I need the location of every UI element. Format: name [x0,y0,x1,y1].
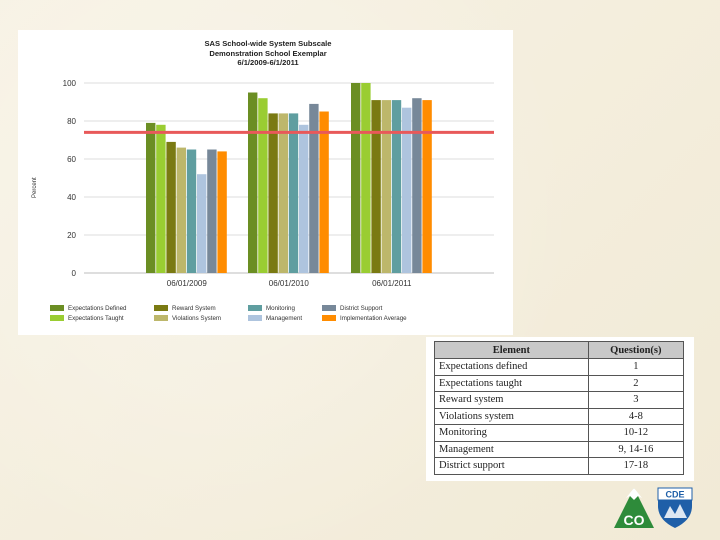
logo-triangle [614,488,654,528]
table-row: District support 17-18 [434,457,685,475]
bar [402,107,412,273]
bar [319,111,329,273]
legend-swatch [50,305,64,312]
legend-item: Violations System [154,315,221,323]
element-questions: 4-8 [587,407,685,425]
y-tick-label: 20 [67,231,76,240]
bar [288,113,299,274]
bar [186,149,197,273]
element-name: Management [434,440,589,458]
legend-item: Reward System [154,305,216,313]
logo-banner [657,487,693,501]
bar [207,149,217,273]
y-tick-label: 100 [63,79,77,88]
legend-label: Implementation Average [340,315,407,322]
y-tick-label: 0 [72,269,77,278]
y-tick-label: 60 [67,155,76,164]
element-name: District support [434,457,589,475]
bar [381,100,391,273]
legend-label: Monitoring [266,305,295,312]
legend-label: Expectations Defined [68,305,127,312]
legend-swatch [248,315,262,322]
legend-swatch [50,315,64,322]
legend-item: Monitoring [248,305,295,313]
element-name: Reward system [434,391,589,409]
table-row: Management 9, 14-16 [434,440,685,458]
chart-title-line-2: Demonstration School Exemplar [209,48,327,58]
chart-title: SAS School-wide System Subscale Demonstr… [118,39,418,68]
element-name: Violations system [434,407,589,425]
bar [217,151,227,273]
bar [412,98,422,273]
element-questions: 1 [587,358,685,376]
legend-item: Implementation Average [322,315,407,323]
element-questions: 3 [587,391,685,409]
bar [248,92,258,273]
element-questions: 9, 14-16 [587,440,685,458]
bar [268,113,278,274]
table-panel: Element Question(s) Expectations defined… [426,337,694,481]
bar [146,122,156,274]
logo-mountains [664,504,687,518]
legend-swatch [248,305,262,312]
legend-item: Expectations Defined [50,305,126,313]
element-questions: 17-18 [587,457,685,475]
x-tick-label: 06/01/2010 [269,279,310,288]
legend-label: District Support [340,305,383,312]
bar [176,147,186,273]
table-row: Expectations taught 2 [434,374,685,392]
bar [278,113,288,274]
logo-cde-text: CDE [665,490,684,500]
legend-swatch [322,305,336,312]
bar [166,141,176,273]
bar [422,100,432,273]
bar [351,83,361,273]
bar [258,98,268,273]
x-tick-label: 06/01/2009 [167,279,208,288]
legend-label: Management [266,315,303,322]
bar [361,83,371,273]
legend-item: Management [248,315,302,323]
element-name: Expectations taught [434,374,589,392]
y-tick-label: 40 [67,193,76,202]
element-name: Expectations defined [434,358,589,376]
chart-title-line-3: 6/1/2009-6/1/2011 [237,58,299,67]
bar [197,174,207,273]
legend-label: Reward System [172,305,216,312]
y-axis-label: Percent [32,177,38,198]
legend-label: Violations System [172,315,222,322]
legend-swatch [154,315,168,322]
table-row: Expectations defined 1 [434,358,685,376]
legend-item: District Support [322,305,382,313]
header-questions: Question(s) [587,341,685,359]
logo-co-text: CO [624,512,645,528]
legend-label: Expectations Taught [68,315,124,322]
table-row: Reward system 3 [434,391,685,409]
logo-snowcap [626,488,642,500]
bar [156,124,166,273]
bar [299,124,309,273]
elements-table: Element Question(s) Expectations defined… [434,341,685,475]
element-name: Monitoring [434,424,589,442]
element-questions: 10-12 [587,424,685,442]
table-row: Monitoring 10-12 [434,424,685,442]
chart-legend: Expectations Defined Expectations Taught R… [50,305,510,329]
table-header-row: Element Question(s) [434,341,685,359]
y-tick-label: 80 [67,117,76,126]
bar [309,103,319,274]
bar [371,100,381,273]
x-tick-label: 06/01/2011 [372,279,412,288]
legend-item: Expectations Taught [50,315,124,323]
legend-swatch [322,315,336,322]
chart-title-line-1: SAS School-wide System Subscale [204,39,332,48]
cde-colorado-logo: CO CDE [614,487,693,528]
element-questions: 2 [587,374,685,392]
legend-swatch [154,305,168,312]
chart-panel: SAS School-wide System Subscale Demonstr… [18,30,513,335]
bar [391,100,402,273]
bar-chart: 0 20 40 60 80 100 06/01/2009 06/01/2010 06/01/20… [63,79,494,288]
header-element: Element [434,341,589,359]
table-row: Violations system 4-8 [434,407,685,425]
